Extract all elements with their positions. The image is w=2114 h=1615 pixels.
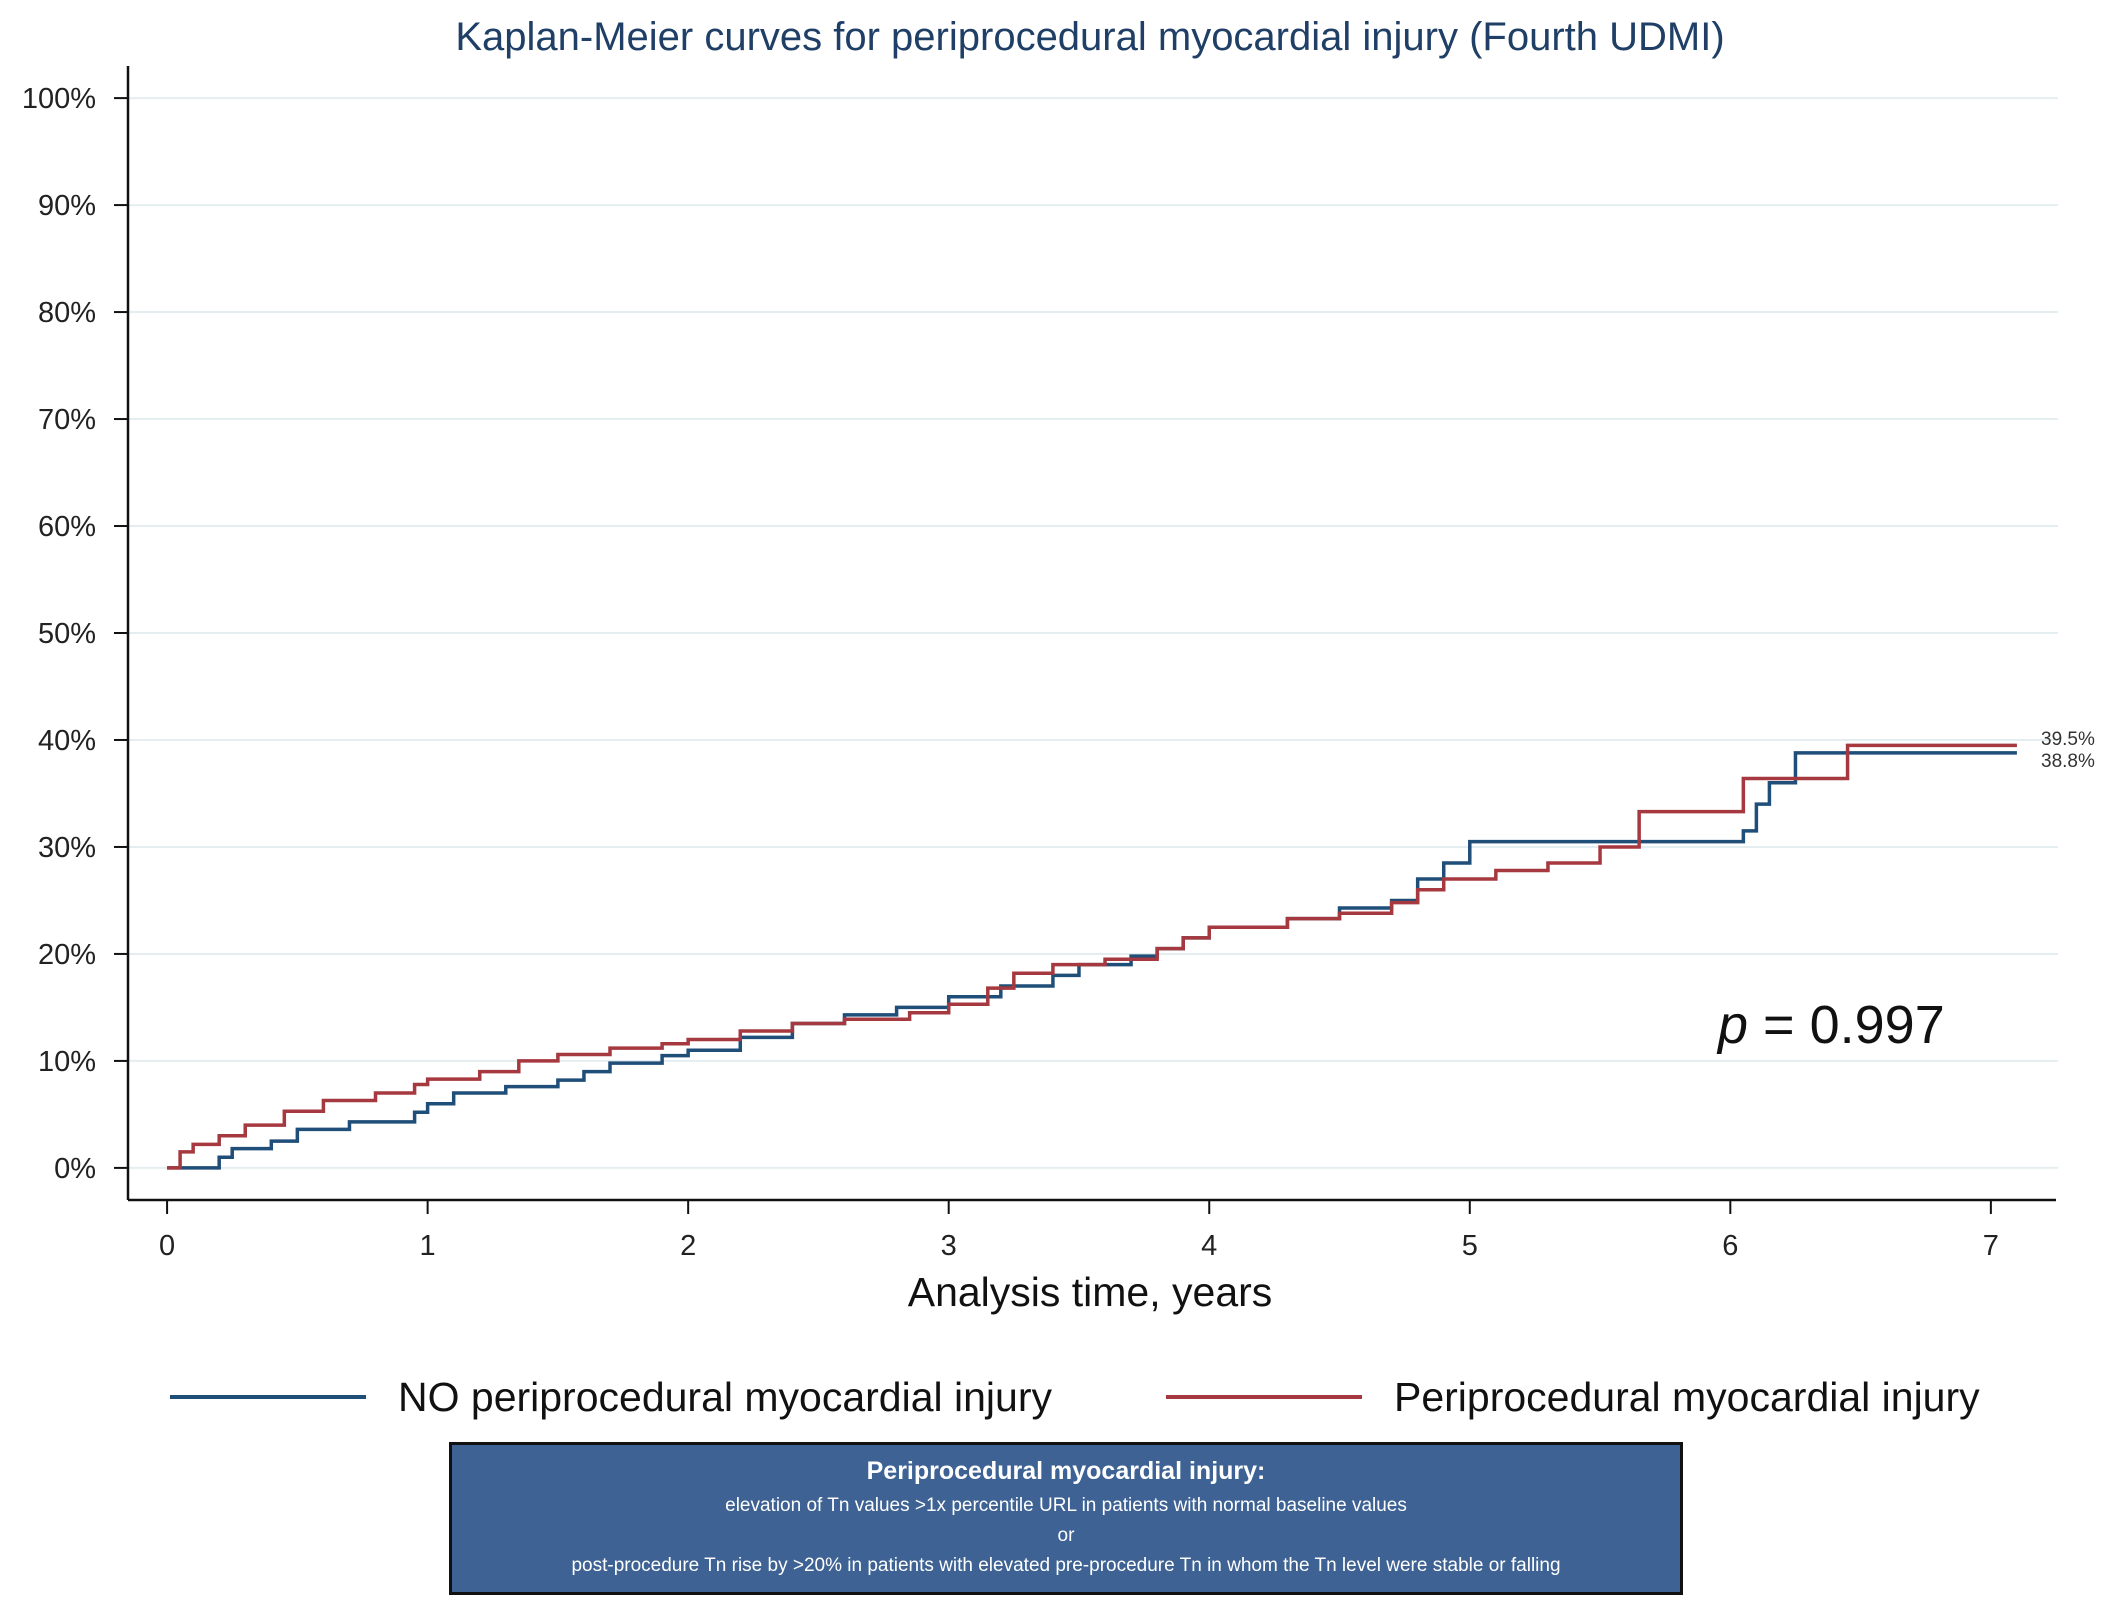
x-axis-label: Analysis time, years	[908, 1269, 1273, 1315]
y-tick-label-70: 70%	[38, 404, 96, 436]
y-tick-label-90: 90%	[38, 190, 96, 222]
y-tick-label-50: 50%	[38, 618, 96, 650]
definition-line-2: or	[1057, 1524, 1075, 1546]
definition-line-1: elevation of Tn values >1x percentile UR…	[725, 1494, 1407, 1516]
x-tick-label-2: 2	[680, 1230, 696, 1262]
legend-label-injury: Periprocedural myocardial injury	[1394, 1374, 1980, 1420]
legend: NO periprocedural myocardial injury Peri…	[170, 1374, 1980, 1420]
km-curve-injury	[167, 743, 2017, 1170]
legend-label-no-injury: NO periprocedural myocardial injury	[398, 1374, 1052, 1420]
end-label-no-injury: 38.8%	[2041, 751, 2095, 772]
y-tick-label-20: 20%	[38, 939, 96, 971]
p-value-symbol: p	[1716, 995, 1748, 1055]
km-curve-no-injury	[167, 751, 2017, 1170]
x-tick-label-7: 7	[1983, 1230, 1999, 1262]
y-tick-label-80: 80%	[38, 297, 96, 329]
definition-box: Periprocedural myocardial injury: elevat…	[449, 1442, 1683, 1595]
y-tick-label-40: 40%	[38, 725, 96, 757]
y-tick-label-100: 100%	[22, 83, 96, 115]
x-ticks: 0 1 2 3 4 5 6 7	[159, 1200, 1999, 1262]
p-value-annotation: p = 0.997	[1716, 995, 1945, 1055]
x-tick-label-3: 3	[941, 1230, 957, 1262]
x-tick-label-6: 6	[1722, 1230, 1738, 1262]
x-tick-label-0: 0	[159, 1230, 175, 1262]
y-tick-label-0: 0%	[54, 1153, 96, 1185]
x-tick-label-4: 4	[1201, 1230, 1217, 1262]
definition-heading: Periprocedural myocardial injury:	[866, 1456, 1266, 1485]
definition-line-3: post-procedure Tn rise by >20% in patien…	[571, 1554, 1561, 1576]
x-tick-label-5: 5	[1462, 1230, 1478, 1262]
y-ticks: 0% 10% 20% 30% 40% 50% 60% 70% 80% 90% 100%	[22, 83, 128, 1185]
x-tick-label-1: 1	[420, 1230, 436, 1262]
chart-title: Kaplan-Meier curves for periprocedural m…	[455, 15, 1724, 59]
end-label-injury: 39.5%	[2041, 729, 2095, 750]
y-tick-label-10: 10%	[38, 1046, 96, 1078]
series-layer	[167, 743, 2017, 1170]
gridlines	[128, 97, 2058, 1169]
y-tick-label-60: 60%	[38, 511, 96, 543]
y-tick-label-30: 30%	[38, 832, 96, 864]
p-value-text: = 0.997	[1748, 995, 1945, 1055]
